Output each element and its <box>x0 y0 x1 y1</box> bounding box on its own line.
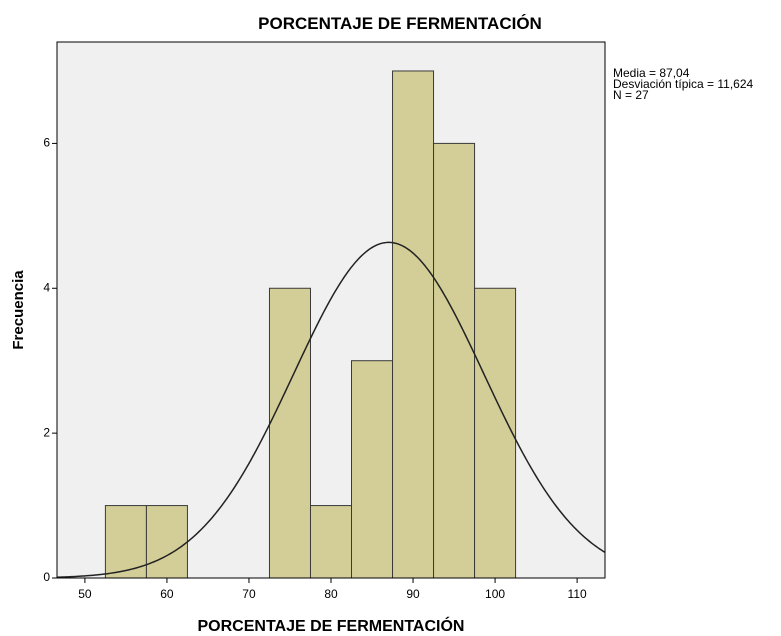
stat-label: Media = 87,04 <box>613 66 690 80</box>
bar <box>268 287 311 579</box>
x-tick-label: 50 <box>78 587 92 601</box>
bar <box>145 505 188 579</box>
x-tick-label: 70 <box>242 587 256 601</box>
bar <box>351 360 394 579</box>
y-tick-label: 6 <box>43 136 50 150</box>
stat-label: N = 27 <box>613 88 649 102</box>
normal-curve <box>56 241 606 578</box>
y-tick-label: 0 <box>43 570 50 584</box>
y-tick-label: 2 <box>43 425 50 439</box>
bar <box>474 287 517 579</box>
bar <box>392 70 435 579</box>
y-tick-label: 4 <box>43 280 50 294</box>
stat-label: Desviación típica = 11,624 <box>613 77 754 91</box>
plot-area <box>56 41 606 579</box>
x-tick-label: 60 <box>160 587 174 601</box>
x-tick-label: 90 <box>406 587 420 601</box>
bar <box>309 505 353 579</box>
plot-frame <box>56 41 606 579</box>
bar <box>104 505 147 579</box>
bar <box>433 142 476 579</box>
x-tick-label: 80 <box>324 587 338 601</box>
x-tick-label: 110 <box>568 587 587 601</box>
y-axis-label: Frecuencia <box>10 270 27 350</box>
x-tick-label: 100 <box>485 587 505 601</box>
chart-title: PORCENTAJE DE FERMENTACIÓN <box>258 14 542 33</box>
x-axis-label: PORCENTAJE DE FERMENTACIÓN <box>198 616 465 635</box>
